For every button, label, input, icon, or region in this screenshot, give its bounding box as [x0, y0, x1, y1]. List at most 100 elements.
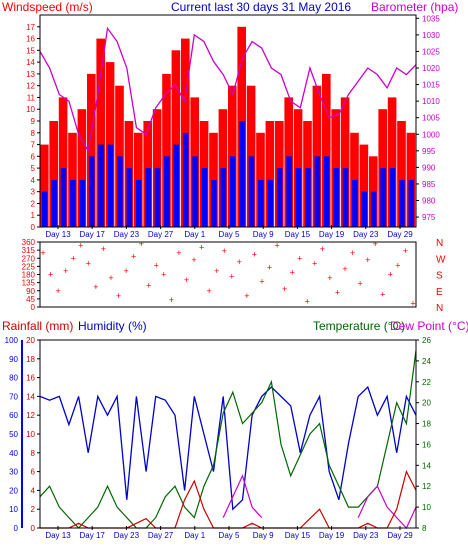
climate-x-tick-label-10: Day 29 [387, 531, 413, 540]
rain-y-tick-label-7: 14 [26, 392, 35, 401]
baro-y-tick-label-4: 995 [422, 147, 436, 156]
compass-label-1: W [436, 254, 446, 265]
direction-point-26: + [237, 257, 242, 267]
dir-y-tick-label-7: 315 [22, 246, 36, 255]
wind-y-tick-label-1: 1 [31, 211, 36, 220]
barometer-axis-title: Barometer (hpa) [371, 0, 458, 14]
compass-label-2: S [436, 271, 443, 282]
direction-point-22: + [206, 286, 211, 296]
direction-point-44: + [373, 239, 378, 249]
windspeed-avg-bar-23 [258, 179, 264, 227]
dir-y-tick-label-5: 225 [22, 262, 36, 271]
direction-point-33: + [290, 268, 295, 278]
baro-y-tick-label-12: 1035 [422, 14, 440, 23]
climate-x-tick-label-0: Day 13 [45, 531, 71, 540]
windspeed-bar-37 [387, 97, 397, 228]
windspeed-avg-bar-6 [98, 144, 104, 227]
dir-y-tick-label-8: 360 [22, 238, 36, 247]
direction-point-32: + [282, 284, 287, 294]
direction-point-41: + [350, 248, 355, 258]
windspeed-avg-bar-13 [164, 156, 170, 227]
windspeed-avg-bar-3 [70, 179, 76, 227]
direction-point-45: + [380, 289, 385, 299]
windspeed-avg-bar-24 [267, 179, 274, 227]
windspeed-avg-bar-17 [201, 168, 208, 227]
temp-y-tick-label-5: 18 [422, 420, 431, 429]
baro-y-tick-label-3: 990 [422, 163, 436, 172]
windspeed-avg-bar-25 [276, 168, 283, 227]
direction-point-18: + [176, 248, 181, 258]
humidity-y-tick-label-3: 30 [9, 468, 18, 477]
direction-point-47: + [395, 261, 400, 271]
humidity-y-tick-label-8: 80 [9, 374, 18, 383]
wind-y-tick-label-5: 5 [31, 164, 36, 173]
rain-y-tick-label-10: 20 [26, 336, 35, 345]
dir-y-tick-label-4: 180 [22, 271, 36, 280]
direction-point-38: + [327, 273, 332, 283]
temp-y-tick-label-3: 14 [422, 461, 431, 470]
humidity-y-tick-label-9: 90 [9, 355, 18, 364]
windspeed-avg-bar-26 [286, 156, 292, 227]
wind-x-tick-label-4: Day 1 [184, 230, 205, 239]
temp-y-tick-label-0: 8 [422, 524, 427, 533]
climate-x-tick-label-7: Day 15 [285, 531, 311, 540]
dir-y-tick-label-0: 0 [31, 303, 36, 312]
direction-point-20: + [191, 255, 196, 265]
windspeed-avg-bar-37 [389, 168, 396, 227]
windspeed-bar-0 [40, 144, 49, 227]
baro-y-tick-label-2: 985 [422, 180, 436, 189]
direction-point-30: + [267, 262, 272, 272]
windspeed-avg-bar-15 [182, 132, 189, 227]
rain-y-tick-label-4: 8 [31, 449, 36, 458]
direction-point-46: + [388, 270, 393, 280]
climate-x-tick-label-3: Day 27 [148, 531, 174, 540]
wind-y-tick-label-8: 8 [31, 129, 36, 138]
wind-y-tick-label-12: 12 [26, 82, 35, 91]
direction-point-9: + [108, 273, 113, 283]
windspeed-axis-title: Windspeed (m/s) [2, 0, 93, 14]
windspeed-avg-bar-32 [342, 168, 349, 227]
windspeed-avg-bar-0 [41, 191, 48, 227]
direction-point-13: + [139, 239, 144, 249]
windspeed-bar-34 [359, 144, 369, 227]
direction-point-12: + [131, 251, 136, 261]
rain-y-tick-label-0: 0 [31, 524, 36, 533]
direction-point-19: + [184, 275, 189, 285]
direction-point-17: + [169, 295, 174, 305]
temperature-axis-title: Temperature (°C) [313, 319, 405, 333]
windspeed-avg-bar-36 [380, 168, 386, 227]
wind-y-tick-label-6: 6 [31, 152, 36, 161]
direction-point-34: + [297, 253, 302, 263]
windspeed-bar-38 [397, 121, 406, 227]
temp-y-tick-label-1: 10 [422, 503, 431, 512]
direction-point-35: + [305, 297, 310, 307]
rainfall-axis-title: Rainfall (mm) [2, 319, 73, 333]
windspeed-bar-7 [105, 62, 115, 227]
baro-y-tick-label-5: 1000 [422, 130, 440, 139]
direction-point-49: + [410, 298, 415, 308]
wind-y-tick-label-14: 14 [26, 58, 35, 67]
windspeed-bar-32 [340, 97, 350, 228]
windspeed-avg-bar-20 [229, 156, 236, 227]
direction-point-0: + [40, 248, 45, 258]
windspeed-avg-bar-11 [145, 168, 151, 227]
temp-y-tick-label-8: 24 [422, 357, 431, 366]
climate-x-tick-label-1: Day 17 [80, 531, 106, 540]
windspeed-avg-bar-8 [117, 156, 123, 227]
windspeed-avg-bar-39 [408, 179, 415, 227]
windspeed-avg-bar-29 [314, 156, 321, 227]
windspeed-avg-bar-5 [88, 156, 95, 227]
direction-point-15: + [154, 261, 159, 271]
dewpoint-line [222, 474, 263, 519]
wind-x-tick-label-5: Day 5 [219, 230, 240, 239]
climate-x-tick-label-4: Day 1 [184, 531, 205, 540]
direction-point-42: + [357, 279, 362, 289]
windspeed-avg-bar-22 [248, 156, 255, 227]
temp-y-tick-label-2: 12 [422, 482, 431, 491]
climate-x-tick-label-9: Day 23 [353, 531, 379, 540]
direction-point-40: + [342, 264, 347, 274]
direction-point-10: + [116, 291, 121, 301]
windspeed-avg-bar-18 [211, 179, 217, 227]
dir-y-tick-label-2: 90 [26, 287, 35, 296]
